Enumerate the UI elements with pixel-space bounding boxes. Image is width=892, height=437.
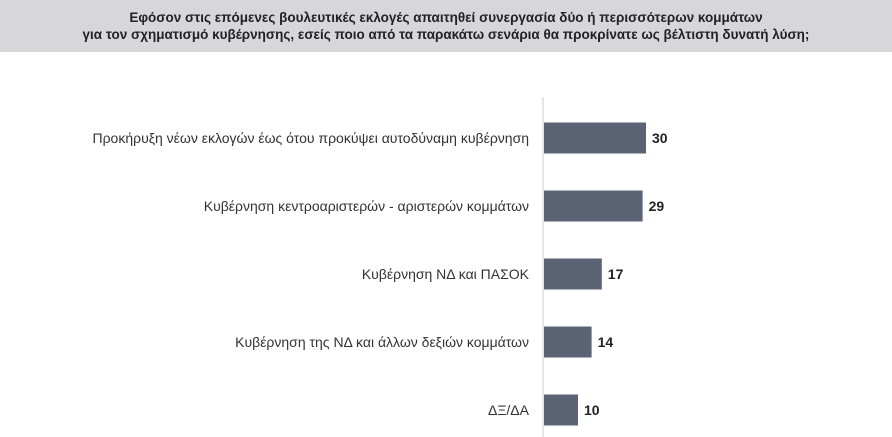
bar-1 [544,190,643,222]
value-label-4: 10 [584,402,600,418]
category-label-1: Κυβέρνηση κεντροαριστερών - αριστερών κο… [204,198,529,214]
category-label-4: ΔΞ/ΔΑ [488,402,530,418]
bar-4 [544,394,578,426]
title-band: Εφόσον στις επόμενες βουλευτικές εκλογές… [0,0,892,52]
value-label-3: 14 [598,334,614,350]
bar-2 [544,258,602,290]
value-label-0: 30 [652,130,668,146]
value-label-1: 29 [649,198,665,214]
bar-0 [544,122,646,154]
bar-chart: Προκήρυξη νέων εκλογών έως ότου προκύψει… [92,97,668,437]
category-label-2: Κυβέρνηση ΝΔ και ΠΑΣΟΚ [362,266,530,282]
category-label-3: Κυβέρνηση της ΝΔ και άλλων δεξιών κομμάτ… [235,334,529,350]
bar-3 [544,326,592,358]
category-label-0: Προκήρυξη νέων εκλογών έως ότου προκύψει… [92,130,529,146]
value-label-2: 17 [608,266,624,282]
chart-title: Εφόσον στις επόμενες βουλευτικές εκλογές… [129,10,763,25]
chart-subtitle: για τον σχηματισμό κυβέρνησης, εσείς ποι… [82,27,810,42]
